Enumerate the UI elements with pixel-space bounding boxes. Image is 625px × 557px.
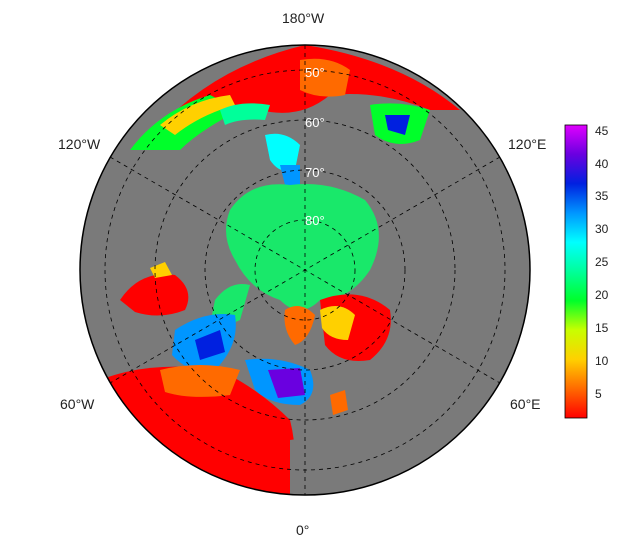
colorbar-tick-20: 20 — [595, 288, 609, 302]
lat-label-60: 60° — [305, 115, 325, 130]
nordic-deep-data — [268, 368, 305, 398]
map-content — [80, 45, 530, 495]
lon-label-60e: 60°E — [510, 396, 541, 412]
lat-labels: 50° 60° 70° 80° — [305, 65, 325, 228]
lon-label-180w: 180°W — [282, 10, 325, 26]
colorbar-tick-45: 45 — [595, 124, 609, 138]
map-outline — [79, 44, 531, 496]
colorbar-tick-10: 10 — [595, 354, 609, 368]
labrador-deep-data — [195, 330, 225, 360]
lat-label-80: 80° — [305, 213, 325, 228]
colorbar-tick-30: 30 — [595, 222, 609, 236]
north-pacific-data — [130, 45, 460, 185]
lat-label-50: 50° — [305, 65, 325, 80]
baltic-data — [330, 390, 348, 415]
lat-label-70: 70° — [305, 165, 325, 180]
lon-label-120e: 120°E — [508, 136, 547, 152]
hudson-bay-data — [120, 274, 189, 316]
colorbar-tick-5: 5 — [595, 387, 602, 401]
baffin-data — [212, 284, 250, 324]
colorbar-tick-15: 15 — [595, 321, 609, 335]
lon-label-0: 0° — [296, 522, 310, 538]
barents-edge-data — [320, 306, 355, 340]
colorbar-tick-25: 25 — [595, 255, 609, 269]
colorbar-tick-35: 35 — [595, 189, 609, 203]
colorbar-tick-40: 40 — [595, 157, 609, 171]
colorbar — [564, 124, 588, 419]
greenland-sea-data — [284, 306, 315, 345]
lon-label-120w: 120°W — [58, 136, 101, 152]
graticule-lon — [109, 45, 501, 495]
atlantic-mid-data — [160, 365, 240, 397]
arctic-ocean-data — [226, 184, 379, 310]
hudson-edge-data — [150, 262, 172, 278]
lon-label-60w: 60°W — [60, 396, 95, 412]
